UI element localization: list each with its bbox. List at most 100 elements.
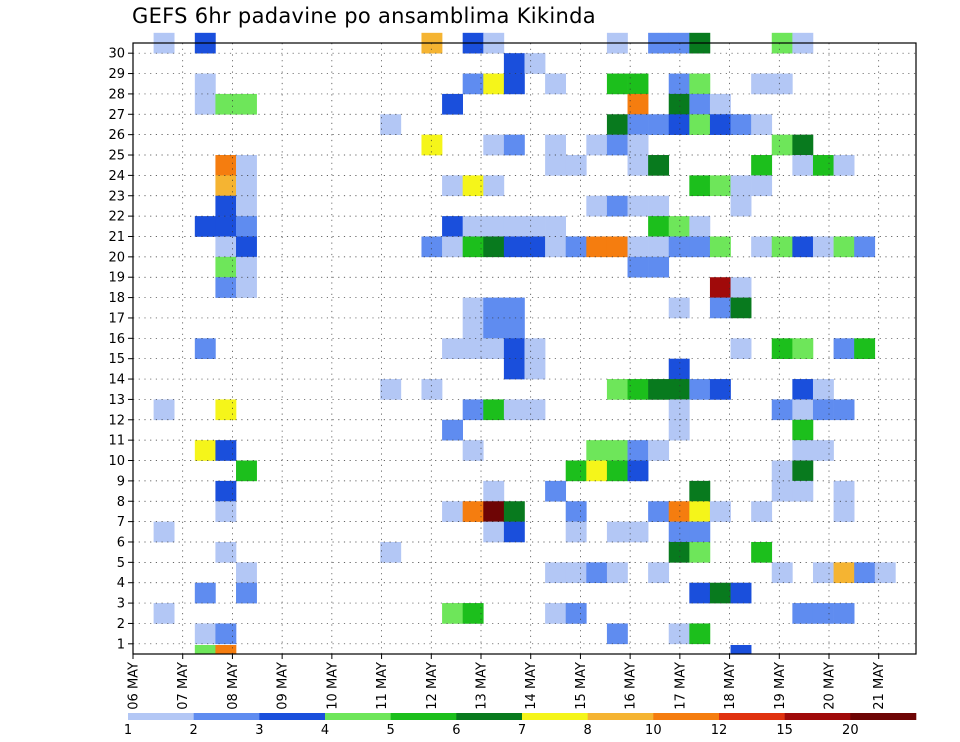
heatmap-cell [236, 460, 257, 482]
heatmap-cell [689, 521, 711, 543]
heatmap-cell [771, 134, 793, 156]
heatmap-cell [648, 195, 670, 217]
heatmap-cell [215, 440, 237, 461]
heatmap-cell [627, 73, 649, 95]
y-tick-label: 23 [108, 189, 125, 204]
colorbar-label: 15 [776, 723, 793, 738]
chart-title: GEFS 6hr padavine po ansamblima Kikinda [132, 4, 596, 28]
heatmap-cell [524, 236, 546, 258]
heatmap-cell [421, 379, 443, 400]
heatmap-cell [627, 134, 649, 156]
heatmap-cell [236, 195, 257, 217]
heatmap-cell [503, 134, 525, 156]
y-tick-label: 1 [117, 637, 125, 652]
heatmap-cell [524, 216, 546, 237]
heatmap-cell [606, 195, 628, 217]
heatmap-cell [668, 399, 690, 421]
heatmap-cell [380, 379, 402, 400]
heatmap-cell [627, 521, 649, 543]
y-tick-label: 18 [108, 291, 125, 306]
heatmap-cell [483, 297, 505, 319]
heatmap-cell [442, 338, 463, 359]
heatmap-cell [730, 195, 752, 217]
heatmap-cell [606, 521, 628, 543]
heatmap-cell [833, 155, 855, 176]
heatmap-cell [668, 379, 690, 400]
heatmap-cell [792, 440, 814, 461]
x-tick-label: 10 MAY [325, 662, 340, 710]
heatmap-cell [689, 379, 711, 400]
heatmap-cell [751, 175, 773, 197]
heatmap-cell [648, 236, 670, 258]
heatmap-cell [668, 73, 690, 95]
heatmap-cell [730, 582, 752, 604]
heatmap-cell [565, 521, 587, 543]
x-tick-label: 09 MAY [276, 662, 291, 710]
heatmap-cell [874, 562, 896, 584]
colorbar-swatch [456, 713, 523, 720]
x-tick-label: 12 MAY [425, 662, 440, 710]
heatmap-cell [730, 297, 752, 319]
heatmap-cell [689, 623, 711, 645]
heatmap-cell [503, 297, 525, 319]
heatmap-cell [462, 216, 484, 237]
y-tick-label: 14 [108, 373, 125, 388]
colorbar-label: 8 [584, 723, 592, 738]
heatmap-cell [668, 541, 690, 563]
heatmap-cell [442, 419, 463, 441]
heatmap-cell [689, 93, 711, 115]
heatmap-cell [668, 419, 690, 441]
heatmap-cell [812, 562, 834, 584]
heatmap-cell [792, 480, 814, 502]
heatmap-cell [565, 501, 587, 522]
heatmap-cell [709, 379, 731, 400]
heatmap-cell [606, 114, 628, 135]
y-tick-label: 30 [108, 47, 125, 62]
y-tick-label: 8 [117, 495, 125, 510]
heatmap-cell [503, 236, 525, 258]
heatmap-cell [648, 256, 670, 278]
heatmap-cell [648, 379, 670, 400]
heatmap-cell [194, 73, 216, 95]
heatmap-cell [215, 623, 237, 645]
heatmap-cell [689, 541, 711, 563]
heatmap-cell [194, 216, 216, 237]
heatmap-cell [833, 562, 855, 584]
heatmap-cell [421, 134, 443, 156]
heatmap-cell [462, 175, 484, 197]
heatmap-cell [462, 501, 484, 522]
heatmap-cell [689, 582, 711, 604]
heatmap-cell [236, 582, 257, 604]
heatmap-cell [833, 236, 855, 258]
heatmap-cell [648, 440, 670, 461]
heatmap-cell [689, 480, 711, 502]
heatmap-cell [462, 297, 484, 319]
heatmap-cell [236, 216, 257, 237]
y-tick-label: 5 [117, 556, 125, 571]
y-tick-label: 25 [108, 149, 125, 164]
heatmap-cell [792, 236, 814, 258]
heatmap-cell [751, 73, 773, 95]
heatmap-cell [545, 155, 567, 176]
heatmap-cell [648, 216, 670, 237]
y-tick-label: 19 [108, 271, 125, 286]
heatmap-cell [751, 155, 773, 176]
heatmap-cell [627, 195, 649, 217]
y-tick-label: 13 [108, 393, 125, 408]
heatmap-cell [854, 338, 876, 359]
heatmap-cell [606, 440, 628, 461]
heatmap-cell [771, 562, 793, 584]
colorbar-swatch [522, 713, 588, 720]
heatmap-cell [215, 256, 237, 278]
heatmap-cell [668, 358, 690, 380]
heatmap-cell [627, 379, 649, 400]
heatmap-cell [709, 277, 731, 298]
heatmap-cell [771, 399, 793, 421]
y-tick-label: 3 [117, 597, 125, 612]
heatmap-cell [462, 440, 484, 461]
heatmap-cell [153, 521, 175, 543]
heatmap-cell [545, 134, 567, 156]
heatmap-cell [153, 399, 175, 421]
heatmap-cell [483, 73, 505, 95]
colorbar-label: 12 [711, 723, 728, 738]
